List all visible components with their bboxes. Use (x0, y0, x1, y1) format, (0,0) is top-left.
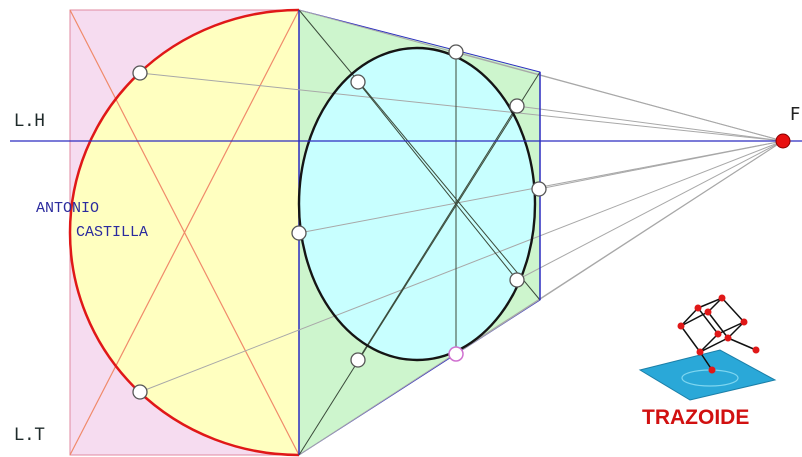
ray-lower-point (139, 140, 784, 393)
point-ellipse-right (531, 181, 547, 197)
ray-right-1 (516, 105, 784, 142)
point-arc-lower (132, 384, 148, 400)
logo-vertex (752, 346, 760, 354)
logo-vertex (724, 334, 732, 342)
perspective-ellipse-fill (299, 48, 535, 360)
ray-bottom-2 (455, 140, 784, 355)
logo-vertex (714, 330, 722, 338)
logo-vertex (694, 304, 702, 312)
logo-cube-edge-5 (699, 351, 713, 371)
point-mid-left (291, 225, 307, 241)
construction-lines (298, 9, 541, 456)
point-ellipse-3 (509, 272, 525, 288)
logo-vertex (696, 348, 704, 356)
point-ellipse-top (448, 44, 464, 60)
vanishing-point-marker (775, 133, 791, 149)
logo-cube-edge-6 (727, 337, 757, 351)
trapezoid-diagonal-2 (298, 71, 541, 456)
point-ellipse-2 (509, 98, 525, 114)
ground-line-label: L.T (14, 425, 45, 445)
logo-cube-edge-1 (680, 307, 699, 327)
chord-1 (357, 81, 518, 281)
vanishing-rays (139, 9, 784, 456)
point-ellipse-1 (350, 74, 366, 90)
author-name-line2: CASTILLA (76, 224, 148, 241)
point-ellipse-4 (350, 352, 366, 368)
ray-right-2 (538, 140, 784, 190)
red-half-circle-arc (68, 8, 300, 457)
horizon-line-label: L.H (14, 111, 45, 131)
trazoide-logo: TRAZOIDE (638, 294, 777, 429)
logo-vertex (704, 308, 712, 316)
point-arc-upper (132, 65, 148, 81)
ray-upper-point (139, 72, 784, 142)
vanishing-point-label: F (790, 104, 800, 125)
perspective-ellipse-outline (297, 46, 537, 362)
logo-cube-edge-4 (699, 333, 719, 353)
logo-text: TRAZOIDE (642, 406, 749, 429)
logo-vertex (677, 322, 685, 330)
square-diagonal-2 (69, 9, 300, 456)
construction-points (132, 44, 547, 400)
logo-vertex (740, 318, 748, 326)
logo-cube-vertices (677, 294, 760, 374)
logo-cube-edge-3 (727, 321, 745, 339)
logo-vertex (708, 366, 716, 374)
trapezoid-diagonal-1 (298, 9, 541, 301)
point-ellipse-bottom (448, 346, 464, 362)
logo-blue-plane (638, 349, 777, 401)
chord-2 (357, 105, 518, 361)
logo-vertex (718, 294, 726, 302)
ray-top-2 (455, 51, 784, 142)
ray-right-3 (516, 140, 784, 281)
author-name-line1: ANTONIO (36, 200, 99, 217)
